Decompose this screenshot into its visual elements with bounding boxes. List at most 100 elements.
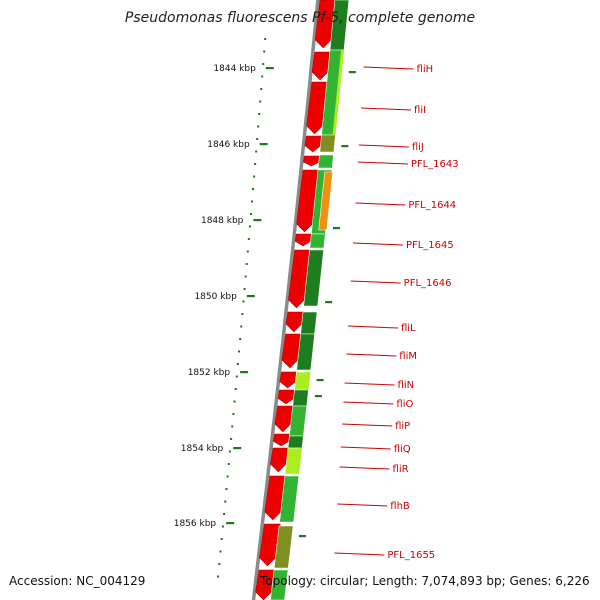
scale-label: 1856 kbp (174, 519, 217, 529)
cog-segment (309, 233, 326, 249)
scale-dot (239, 338, 242, 340)
gene-label-leaders: fliH fliI fliJ PFL_1643 PFL_1644 PFL_1645 PFL_… (334, 64, 459, 561)
leader-line (339, 466, 390, 470)
feature-mark (325, 301, 333, 304)
scale-dot (254, 163, 257, 165)
gene-label: fliM (399, 351, 417, 362)
scale-dot (246, 250, 249, 253)
gene-arrow (277, 389, 296, 405)
leader-line (346, 353, 397, 357)
scale-dot (238, 350, 241, 353)
scale-dot (228, 450, 231, 453)
gene-arrow (306, 81, 329, 135)
scale-dot (218, 563, 221, 565)
cog-segment (318, 171, 334, 231)
gene-label: fliN (398, 380, 415, 391)
gene-label: fliR (393, 464, 409, 475)
leader-line (344, 382, 395, 386)
genome-backbone (251, 0, 320, 600)
gene-arrow (264, 475, 287, 521)
scale-dot (256, 138, 259, 140)
scale-label: 1844 kbp (213, 64, 256, 74)
scale-label: 1852 kbp (188, 368, 231, 378)
cog-highlight (296, 448, 303, 474)
scale-dot (253, 175, 256, 178)
feature-mark (298, 535, 306, 538)
gene-arrow (279, 371, 298, 389)
cog-highlight (305, 372, 311, 390)
gene-arrow (274, 405, 295, 433)
scale-dot (234, 388, 237, 390)
scale-dot (242, 300, 245, 303)
scale-dot (263, 50, 266, 53)
scale-dot (217, 575, 220, 578)
scale-dot (243, 288, 246, 290)
scale-dot (221, 525, 224, 528)
leader-line (352, 242, 403, 246)
scale-label: 1850 kbp (194, 292, 237, 302)
gene-arrow (259, 523, 281, 567)
scale-tick (233, 447, 242, 450)
gene-label: fliO (396, 399, 413, 410)
gene-arrow (294, 233, 313, 247)
scale-dot (224, 500, 227, 503)
leader-line (355, 202, 406, 206)
scale-dot (257, 125, 260, 128)
scale-dot (248, 225, 251, 228)
leader-line (363, 66, 414, 70)
scale-tick (226, 522, 235, 525)
feature-mark (316, 379, 324, 382)
cog-segment (300, 311, 318, 335)
scale-tick (240, 371, 249, 374)
scale-dot (245, 263, 248, 265)
scale-tick (265, 67, 274, 70)
gene-label: PFL_1643 (411, 159, 459, 170)
gene-label: flhB (390, 501, 410, 512)
leader-line (350, 280, 401, 284)
leader-line (358, 144, 409, 148)
scale-dot (262, 63, 265, 65)
gene-arrow (314, 0, 337, 49)
gene-arrow (285, 311, 305, 333)
scale-dot (260, 88, 263, 90)
backbone-line (251, 0, 320, 600)
topology-text: Topology: circular; Length: 7,074,893 bp… (260, 574, 590, 588)
gene-arrow (304, 135, 323, 153)
scale-dot (220, 538, 223, 540)
scale-dot (247, 238, 250, 240)
leader-line (343, 401, 394, 405)
gene-label: fliH (417, 64, 434, 75)
scale-label: 1848 kbp (201, 216, 244, 226)
leader-line (361, 107, 412, 111)
leader-line (357, 161, 408, 165)
scale-ticks: 1844 kbp 1846 kbp 1848 kbp 1850 kbp 1852 kbp… (174, 64, 274, 529)
feature-mark (348, 71, 356, 74)
scale-dot (240, 325, 243, 328)
gene-label: PFL_1644 (408, 200, 456, 211)
cog-track (270, 0, 356, 600)
cog-segment (287, 435, 304, 449)
leader-line (334, 552, 385, 556)
forward-strand-track (255, 0, 337, 600)
scale-dot (259, 100, 262, 103)
scale-dot (230, 438, 233, 440)
feature-mark (341, 145, 349, 148)
cog-segment (292, 389, 309, 407)
scale-dot (251, 200, 254, 203)
scale-label: 1854 kbp (181, 444, 224, 454)
gene-label: fliP (395, 421, 410, 432)
cog-segment (289, 405, 308, 437)
gene-label: PFL_1645 (406, 240, 454, 251)
scale-dot (219, 550, 222, 553)
cog-segment (296, 333, 315, 371)
scale-dot (255, 150, 258, 153)
scale-dot (264, 38, 267, 40)
scale-dot (233, 400, 236, 403)
scale-dot (261, 75, 264, 78)
cog-segment (303, 249, 324, 307)
scale-dot (252, 188, 255, 190)
leader-line (347, 325, 398, 329)
gene-arrow (255, 569, 276, 600)
scale-dot (249, 213, 252, 215)
